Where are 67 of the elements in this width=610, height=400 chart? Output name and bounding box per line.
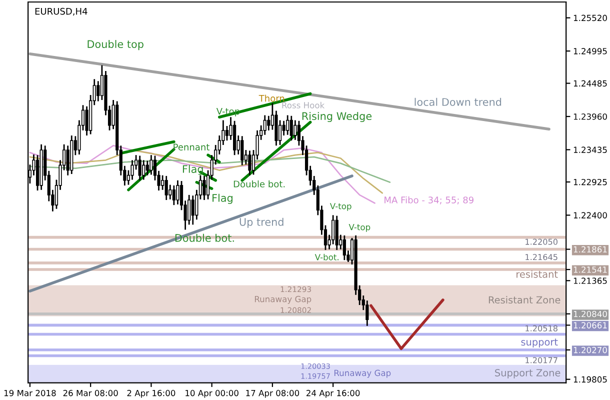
y-tick-label: 1.21365 xyxy=(574,278,607,284)
candlestick xyxy=(290,115,293,142)
annotation: Runaway Gap xyxy=(334,370,391,378)
annotation: MA Fibo - 34; 55; 89 xyxy=(384,196,474,204)
y-tick-label: 1.21861 xyxy=(574,246,607,253)
candlestick xyxy=(286,114,290,136)
candlestick xyxy=(142,159,146,180)
annotation: Double bot. xyxy=(234,180,285,188)
annotation: Pennant xyxy=(174,144,210,150)
x-tick-label: 17 Apr 08:00 xyxy=(246,390,300,398)
x-tick-label: 26 Mar 08:00 xyxy=(63,390,118,396)
x-tick-label: 10 Apr 00:00 xyxy=(186,390,238,398)
y-tick-label: 1.21541 xyxy=(574,266,607,273)
band-label: Resistant Zone xyxy=(488,296,560,304)
annotation: Rising Wedge xyxy=(302,112,372,122)
candlestick xyxy=(294,120,297,141)
ref-line-label: 1.22050 xyxy=(526,238,558,245)
candlestick xyxy=(342,234,346,261)
y-tick-label: 1.24485 xyxy=(574,80,607,87)
candlestick xyxy=(188,194,191,226)
y-tick-label: 1.19805 xyxy=(574,376,607,383)
candlestick xyxy=(164,175,168,201)
annotation: V-top xyxy=(348,224,370,232)
y-tick-label: 1.22925 xyxy=(574,178,607,186)
candlestick xyxy=(267,115,270,132)
candlestick xyxy=(202,175,206,201)
annotation: Up trend xyxy=(240,218,284,228)
candlestick xyxy=(146,160,149,176)
annotation: V-bot. xyxy=(314,254,338,260)
annotation: Flag xyxy=(212,194,232,204)
annotation: Flag xyxy=(182,164,203,175)
band-label: Support Zone xyxy=(495,369,560,378)
ref-line-label: 1.20177 xyxy=(526,357,558,364)
y-tick-label: 1.23960 xyxy=(574,113,607,120)
text: EURUSD,H4 xyxy=(35,8,88,16)
y-tick-label: 1.24995 xyxy=(574,48,607,54)
candlestick xyxy=(150,154,153,176)
candlestick xyxy=(366,300,369,327)
x-tick-label: 2 Apr 16:00 xyxy=(127,390,176,398)
candlestick xyxy=(191,194,194,226)
annotation: Runaway Gap xyxy=(254,296,312,304)
x-tick-label: 24 Apr 16:00 xyxy=(306,390,360,398)
annotation: Ross Hook xyxy=(282,102,325,108)
y-tick-label: 1.20840 xyxy=(574,310,607,318)
y-tick-label: 1.23435 xyxy=(574,146,607,153)
candlestick xyxy=(263,114,266,136)
line-series xyxy=(29,149,384,194)
candlestick xyxy=(240,135,244,166)
y-tick-label: 1.20661 xyxy=(574,322,607,328)
y-tick-label: 1.20270 xyxy=(574,346,607,354)
candlestick xyxy=(172,184,176,206)
y-tick-label: 1.22400 xyxy=(574,212,607,218)
ref-line-label: 1.21645 xyxy=(526,254,558,260)
x-tick-label: 19 Mar 2018 xyxy=(4,390,56,396)
annotation: Double top xyxy=(88,40,144,50)
candlestick xyxy=(248,150,252,176)
annotation: Thorn xyxy=(258,94,284,102)
annotation: support xyxy=(521,338,558,348)
y-tick-label: 1.25520 xyxy=(574,14,607,22)
candlestick xyxy=(168,184,172,200)
annotation: V-top xyxy=(330,203,352,211)
candlestick xyxy=(138,155,142,182)
candlestick xyxy=(225,125,229,142)
annotation: resistant xyxy=(516,270,558,278)
ref-line-label: 1.20518 xyxy=(526,325,558,332)
candlestick xyxy=(176,180,180,206)
annotation: local Down trend xyxy=(414,98,502,106)
